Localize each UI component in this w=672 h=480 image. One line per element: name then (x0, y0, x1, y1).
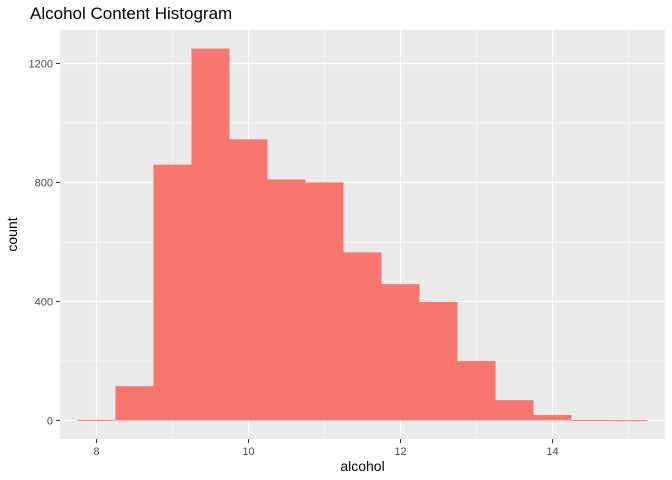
y-tick-label: 400 (35, 296, 53, 308)
x-tick-label: 8 (93, 446, 99, 458)
histogram-bar (77, 419, 116, 421)
histogram-bar (419, 302, 458, 421)
x-tick-label: 14 (546, 446, 558, 458)
x-tick-label: 10 (242, 446, 254, 458)
histogram-bar (343, 252, 382, 421)
histogram-bar (305, 182, 344, 421)
histogram-bar (533, 415, 572, 421)
histogram-bar (495, 400, 534, 421)
y-tick-label: 1200 (29, 58, 53, 70)
x-axis-tick-labels: 8 10 12 14 (93, 446, 558, 458)
histogram-bar (115, 386, 154, 421)
histogram-bar (457, 360, 496, 421)
chart-title: Alcohol Content Histogram (30, 4, 233, 23)
histogram-bar (381, 284, 420, 421)
histogram-bar (191, 48, 230, 421)
histogram-bar (609, 420, 648, 422)
histogram-bar (153, 164, 192, 421)
y-tick-label: 0 (47, 415, 53, 427)
x-axis-title: alcohol (340, 458, 384, 474)
histogram-bar (229, 139, 268, 421)
y-tick-label: 800 (35, 177, 53, 189)
y-axis-tick-labels: 0 400 800 1200 (29, 58, 53, 427)
x-tick-label: 12 (394, 446, 406, 458)
axis-ticks (56, 62, 554, 443)
histogram-bar (267, 179, 306, 421)
histogram-bar (571, 419, 610, 421)
y-axis-title: count (4, 217, 20, 251)
histogram-bars (77, 48, 648, 422)
